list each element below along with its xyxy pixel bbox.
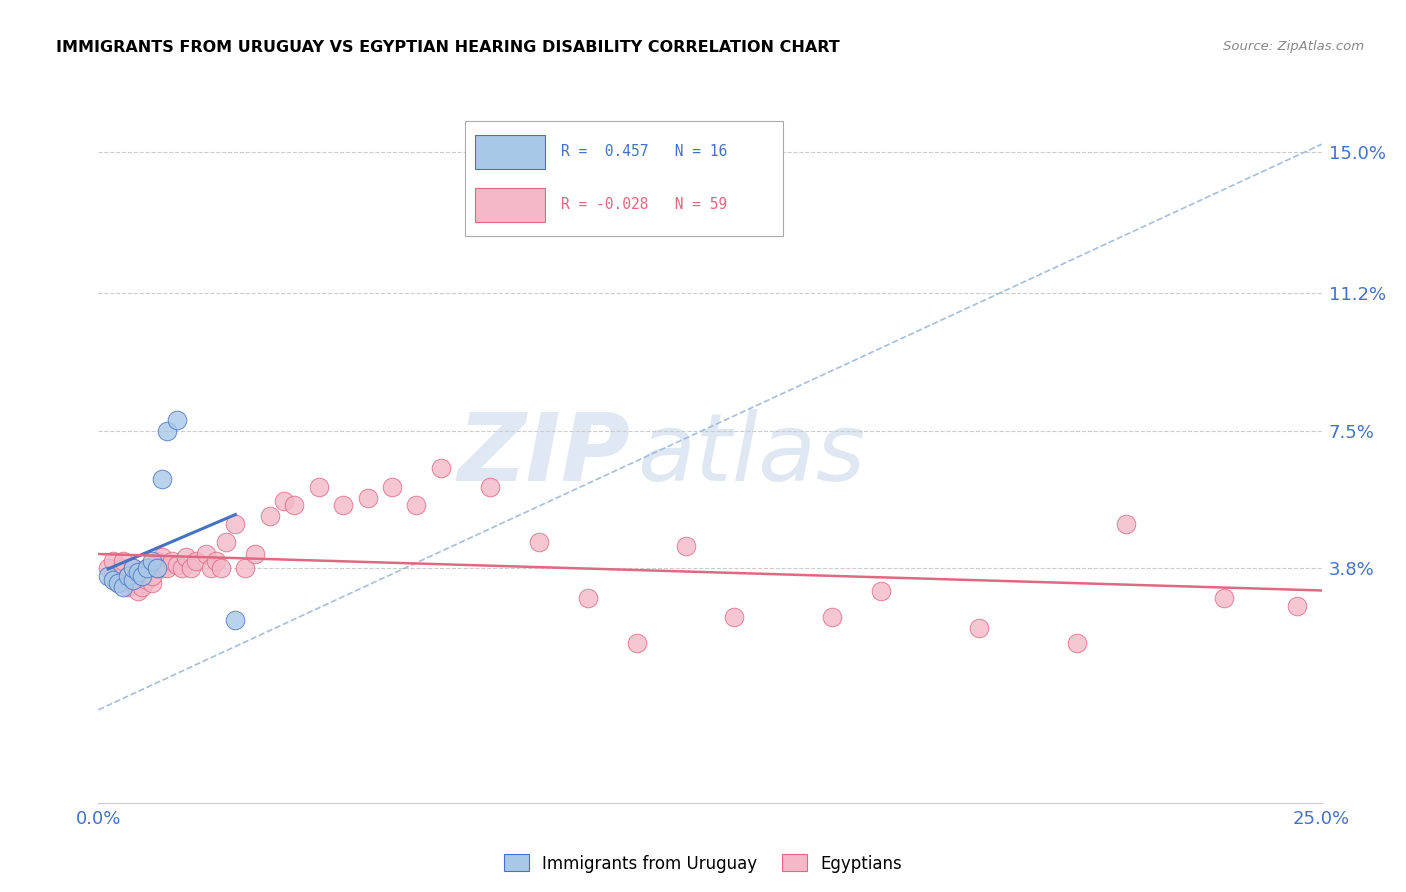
Point bbox=[1066, 636, 1088, 650]
Point bbox=[1212, 591, 1234, 606]
Point bbox=[430, 461, 453, 475]
Point bbox=[200, 561, 222, 575]
Point bbox=[478, 479, 501, 493]
Point bbox=[214, 535, 236, 549]
Point bbox=[117, 569, 139, 583]
Point bbox=[97, 569, 120, 583]
Point bbox=[626, 636, 648, 650]
Point bbox=[107, 576, 129, 591]
Point bbox=[156, 424, 179, 438]
Point bbox=[170, 561, 193, 575]
Point bbox=[146, 561, 169, 575]
Point bbox=[141, 576, 163, 591]
Point bbox=[101, 569, 124, 583]
Point bbox=[176, 550, 198, 565]
Point bbox=[111, 561, 134, 575]
Point bbox=[111, 580, 134, 594]
Point bbox=[121, 573, 143, 587]
Point bbox=[180, 561, 202, 575]
Point bbox=[195, 547, 218, 561]
Point bbox=[967, 621, 990, 635]
Text: ZIP: ZIP bbox=[457, 409, 630, 501]
Text: atlas: atlas bbox=[637, 409, 865, 500]
Point bbox=[675, 539, 697, 553]
Point bbox=[381, 479, 404, 493]
Point bbox=[121, 561, 143, 575]
Point bbox=[121, 561, 143, 575]
Point bbox=[243, 547, 266, 561]
Point bbox=[259, 509, 281, 524]
Point bbox=[150, 550, 173, 565]
Point bbox=[166, 412, 188, 426]
Point bbox=[233, 561, 256, 575]
Text: Source: ZipAtlas.com: Source: ZipAtlas.com bbox=[1223, 40, 1364, 54]
Point bbox=[117, 580, 139, 594]
Point bbox=[136, 561, 159, 575]
Point bbox=[283, 498, 305, 512]
Legend: Immigrants from Uruguay, Egyptians: Immigrants from Uruguay, Egyptians bbox=[498, 847, 908, 880]
Point bbox=[101, 554, 124, 568]
Point bbox=[131, 569, 153, 583]
Point bbox=[136, 573, 159, 587]
Point bbox=[150, 472, 173, 486]
Point bbox=[1286, 599, 1309, 613]
Point bbox=[101, 573, 124, 587]
Point bbox=[527, 535, 550, 549]
Point bbox=[127, 583, 149, 598]
Point bbox=[356, 491, 378, 505]
Point bbox=[127, 565, 149, 579]
Point bbox=[405, 498, 427, 512]
Point bbox=[146, 554, 169, 568]
Point bbox=[166, 558, 188, 572]
Point bbox=[97, 561, 120, 575]
Point bbox=[146, 561, 169, 575]
Point bbox=[127, 565, 149, 579]
Point bbox=[160, 554, 183, 568]
Point bbox=[308, 479, 330, 493]
Point bbox=[131, 569, 153, 583]
Point bbox=[576, 591, 599, 606]
Point bbox=[107, 576, 129, 591]
Point bbox=[224, 516, 246, 531]
Point bbox=[205, 554, 228, 568]
Point bbox=[156, 561, 179, 575]
Point bbox=[141, 554, 163, 568]
Point bbox=[117, 569, 139, 583]
Point bbox=[209, 561, 232, 575]
Point bbox=[224, 614, 246, 628]
Point bbox=[821, 609, 844, 624]
Point bbox=[150, 561, 173, 575]
Point bbox=[141, 569, 163, 583]
Point bbox=[723, 609, 745, 624]
Point bbox=[111, 554, 134, 568]
Point bbox=[273, 494, 295, 508]
Point bbox=[1115, 516, 1137, 531]
Point bbox=[121, 576, 143, 591]
Point bbox=[870, 583, 893, 598]
Point bbox=[136, 561, 159, 575]
Point bbox=[186, 554, 208, 568]
Point bbox=[131, 580, 153, 594]
Point bbox=[332, 498, 354, 512]
Text: IMMIGRANTS FROM URUGUAY VS EGYPTIAN HEARING DISABILITY CORRELATION CHART: IMMIGRANTS FROM URUGUAY VS EGYPTIAN HEAR… bbox=[56, 40, 839, 55]
